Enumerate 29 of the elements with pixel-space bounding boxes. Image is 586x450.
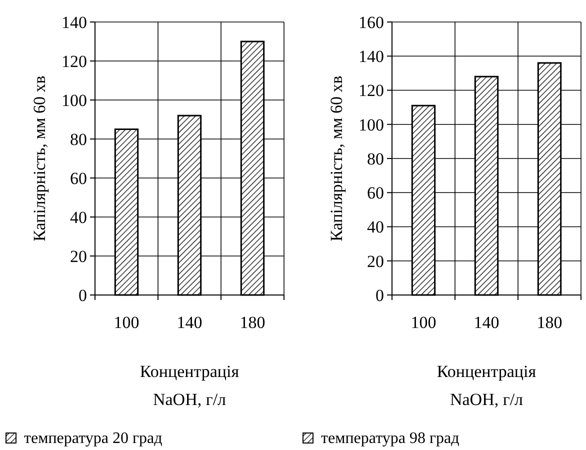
legend-label: температура 20 град [24, 430, 162, 447]
x-tick-label: 140 [474, 313, 500, 332]
y-tick-label: 120 [358, 81, 384, 100]
y-tick-label: 140 [358, 47, 384, 66]
x-tick-label: 180 [536, 313, 562, 332]
y-tick-label: 100 [358, 115, 384, 134]
x-axis-title: Концентрація NaOH, г/л [140, 362, 240, 409]
y-tick-label: 160 [358, 12, 384, 32]
x-tick-label: 100 [410, 313, 436, 332]
y-tick-label: 60 [70, 168, 87, 188]
y-tick-label: 40 [70, 208, 87, 227]
y-tick-label: 80 [367, 149, 384, 168]
y-tick-label: 40 [367, 218, 384, 237]
y-tick-label: 80 [70, 130, 87, 149]
y-tick-label: 0 [78, 286, 87, 305]
y-tick-label: 120 [62, 52, 87, 71]
y-tick-label: 20 [70, 246, 87, 266]
y-axis-title: Капілярність, мм 60 хв [30, 76, 49, 242]
y-axis-title: Капілярність, мм 60 хв [327, 76, 346, 242]
y-tick-label: 60 [367, 184, 384, 203]
legend-label: температура 98 град [321, 430, 460, 447]
y-tick-label: 0 [376, 286, 384, 305]
y-tick-label: 100 [62, 90, 87, 110]
y-tick-label: 20 [367, 252, 384, 271]
x-tick-label: 180 [240, 313, 266, 332]
x-tick-label: 140 [176, 313, 202, 332]
x-tick-label: 100 [114, 313, 140, 332]
x-axis-title: Концентрація NaOH, г/л [436, 362, 536, 409]
y-tick-label: 140 [62, 12, 87, 32]
